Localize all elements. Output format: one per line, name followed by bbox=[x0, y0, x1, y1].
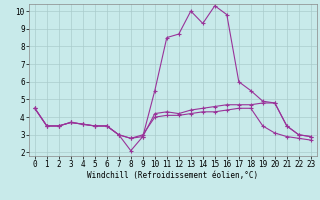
X-axis label: Windchill (Refroidissement éolien,°C): Windchill (Refroidissement éolien,°C) bbox=[87, 171, 258, 180]
